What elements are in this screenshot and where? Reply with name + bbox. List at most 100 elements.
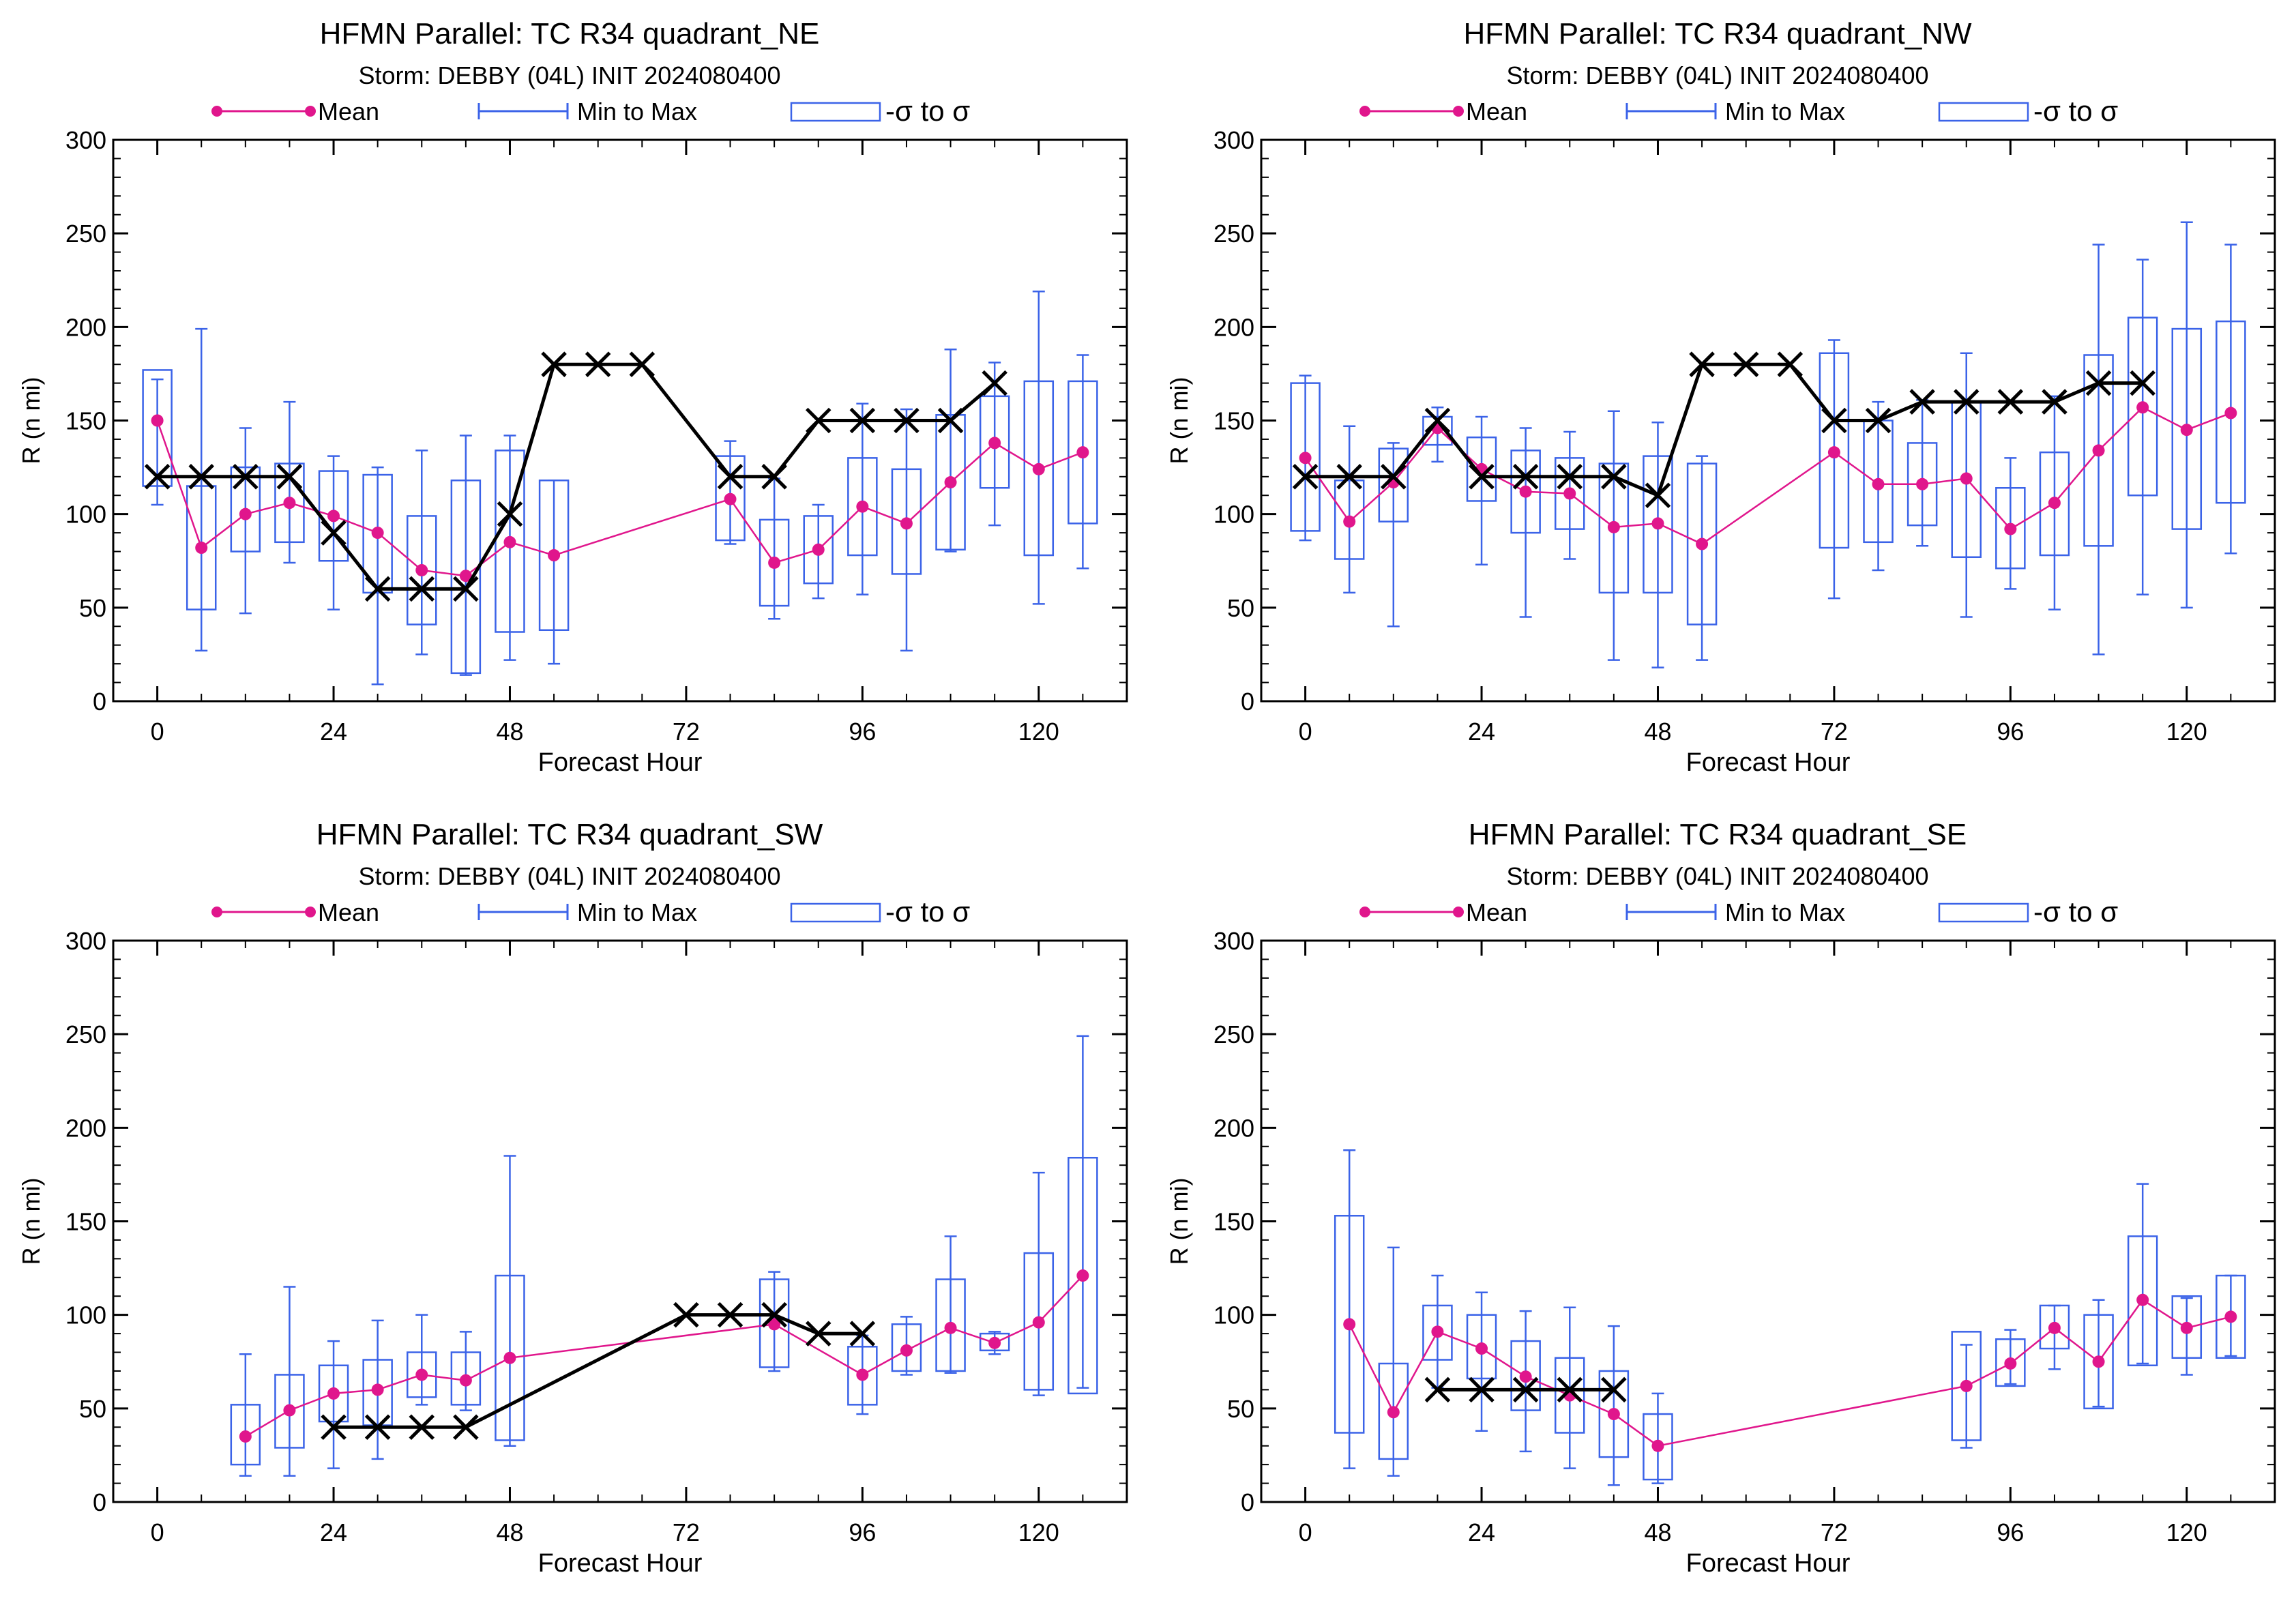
x-tick-label: 24 [320,1518,347,1546]
legend-sigma-label: -σ to σ [885,95,970,127]
sigma-box [1598,1370,1630,1458]
mean-point [503,1351,516,1364]
sigma-box [759,518,790,607]
mean-point [900,517,913,530]
best-track-point [233,464,259,490]
best-track-point [849,407,876,434]
chart-panel-1: HFMN Parallel: TC R34 quadrant_NE Storm: … [17,17,1128,777]
best-track-point [805,407,831,434]
x-tick-label: 120 [2166,1518,2207,1546]
legend-mean-label: Mean [318,898,379,926]
x-tick-label: 72 [1821,718,1848,746]
best-track-point [1512,464,1539,490]
chart-legend: Mean Min to Max -σ to σ [1359,896,2118,928]
mean-point [1343,515,1356,528]
y-tick-label: 200 [1213,313,1254,341]
sigma-box [847,1346,878,1406]
x-tick-label: 96 [1997,1518,2024,1546]
y-tick-label: 100 [1213,501,1254,529]
mean-point [503,535,516,548]
best-track-point [321,520,347,546]
mean-series-line [156,420,1083,577]
chart-subtitle: Storm: DEBBY (04L) INIT 2024080400 [358,61,780,89]
x-tick-label: 24 [320,718,347,746]
best-track-point [1469,1376,1495,1403]
best-track-point [144,464,171,490]
best-track-point [1997,389,2024,415]
y-tick-label: 250 [65,1020,106,1048]
mean-point [1475,1342,1488,1355]
best-track-point [1336,464,1362,490]
best-track-point [409,1414,435,1441]
sigma-box [1995,1338,2026,1387]
best-track-point [188,464,214,490]
best-track-point [409,576,435,602]
x-tick-label: 24 [1468,718,1495,746]
mean-point [415,563,428,576]
best-track-point [1601,1376,1627,1403]
mean-point [459,570,472,583]
mean-point [944,1321,957,1334]
y-tick-label: 150 [65,407,106,435]
y-axis-label: R (n mi) [17,1178,45,1265]
mean-point [1387,1406,1400,1419]
plot-frame [112,939,1128,1503]
y-tick-label: 150 [1213,407,1254,435]
sigma-box [1686,462,1718,625]
best-track-line [334,1313,863,1429]
chart-panel-4: HFMN Parallel: TC R34 quadrant_SE Storm: … [1165,818,2276,1578]
best-track-point [1733,351,1759,377]
y-axis-label: R (n mi) [1165,377,1193,465]
x-tick-label: 120 [1018,718,1059,746]
mean-point [371,1383,384,1396]
mean-point [1519,1370,1532,1383]
mean-point [1032,462,1045,475]
mean-point [1916,477,1929,490]
sigma-box [1643,1413,1673,1481]
best-track-point [1292,464,1319,490]
best-track-point [1469,464,1495,490]
y-tick-label: 0 [93,688,106,716]
mean-point [2180,1321,2193,1334]
legend-mean-label: Mean [318,98,379,126]
y-tick-label: 300 [1213,927,1254,955]
y-axis-label: R (n mi) [1165,1178,1193,1265]
mean-series-line [1304,406,2231,545]
plot-frame [1260,138,2276,703]
x-tick-label: 24 [1468,1518,1495,1546]
mean-point [415,1368,428,1381]
mean-series-line [245,1275,1084,1438]
y-tick-label: 100 [65,1301,106,1329]
y-tick-label: 300 [1213,126,1254,154]
sigma-box [1598,462,1630,594]
best-track-point [453,576,479,602]
best-track-point [2130,370,2155,396]
legend-range-label: Min to Max [577,98,697,126]
legend-range-label: Min to Max [1725,98,1845,126]
sigma-box [979,1332,1010,1352]
best-track-point [1557,1376,1583,1403]
sigma-box [935,414,966,551]
mean-point [2136,1293,2149,1306]
chart-subtitle: Storm: DEBBY (04L) INIT 2024080400 [1506,862,1928,890]
chart-legend: Mean Min to Max -σ to σ [211,896,970,928]
mean-point [327,510,340,522]
mean-point [1076,1269,1089,1282]
best-track-point [1601,464,1627,490]
x-tick-label: 0 [151,718,164,746]
x-tick-label: 0 [1299,1518,1312,1546]
sigma-box [1068,380,1098,525]
mean-point [988,1336,1001,1349]
sigma-box [407,515,437,625]
sigma-box [2216,320,2246,504]
chart-title: HFMN Parallel: TC R34 quadrant_SE [1469,818,1967,851]
best-track-point [585,351,611,377]
legend-mean-marker [1453,907,1464,917]
x-axis-label: Forecast Hour [538,1549,703,1578]
y-tick-label: 200 [65,1114,106,1142]
mean-point [724,492,737,505]
sigma-box [274,1374,305,1449]
y-axis-label: R (n mi) [17,377,45,465]
